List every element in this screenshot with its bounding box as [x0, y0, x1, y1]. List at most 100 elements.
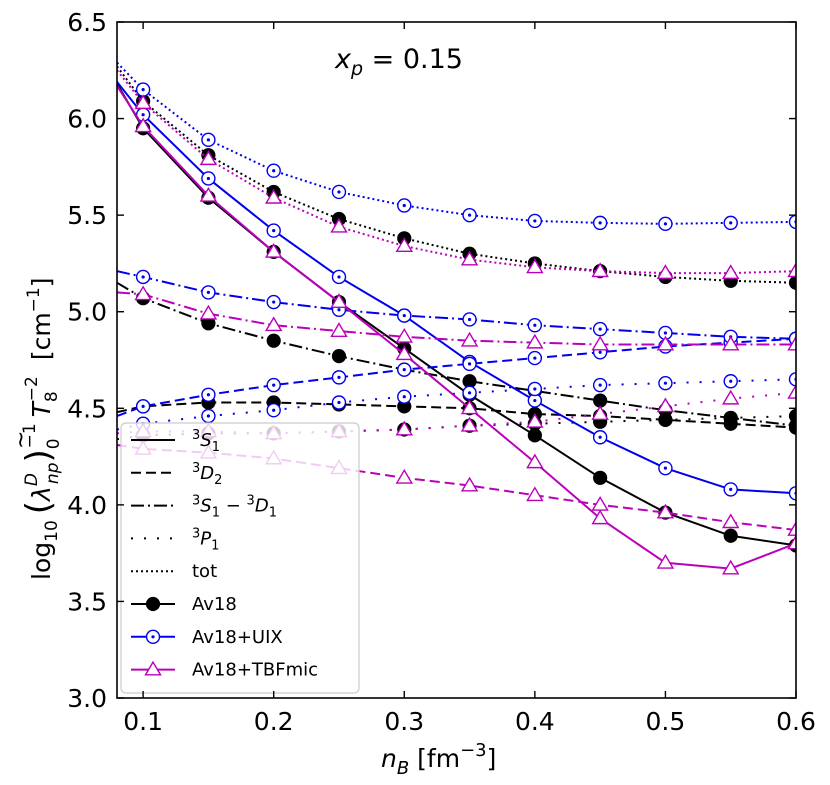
data-point [721, 335, 740, 351]
legend-label: 3S1 [192, 428, 220, 455]
data-point [721, 513, 740, 529]
x-tick-label: 0.1 [123, 707, 163, 736]
legend-label: 3S1 − 3D1 [192, 494, 277, 521]
legend: 3S1 3D2 3S1 − 3D1 3P1 tot Av18 Av18+UIX Av18+TB… [120, 422, 360, 694]
data-point [199, 304, 218, 320]
data-point [591, 495, 609, 511]
data-point [526, 453, 544, 469]
data-point [330, 322, 348, 337]
data-point [264, 316, 283, 332]
legend-box [120, 422, 360, 694]
data-point [787, 534, 796, 550]
data-point [266, 403, 281, 418]
data-point [658, 412, 673, 427]
data-point [201, 132, 216, 148]
series-line [117, 61, 796, 225]
data-point [397, 308, 412, 323]
data-point [656, 264, 675, 280]
annotation: xp = 0.15 [334, 44, 463, 80]
legend-marker [145, 629, 161, 644]
data-point [266, 163, 281, 178]
data-point [330, 217, 348, 233]
data-point [199, 186, 218, 202]
x-tick-label: 0.6 [776, 707, 816, 736]
series-line [117, 391, 796, 435]
x-tick-label: 0.4 [515, 707, 555, 736]
data-point [460, 476, 479, 492]
data-point [723, 215, 738, 231]
data-point [462, 356, 477, 372]
series-line [117, 291, 796, 346]
data-point [460, 250, 479, 266]
y-tick-label: 6.5 [67, 8, 107, 37]
legend-label: 3D2 [192, 461, 222, 488]
axes: 0.1 0.2 0.3 0.4 0.5 0.6 3.0 3.5 4.0 4.5 5.0 5.5 6.0 6… [67, 8, 816, 736]
series-line [117, 85, 796, 570]
y-axis-label-tilde: ~ [9, 431, 34, 449]
data-point [658, 460, 673, 476]
data-point [591, 405, 609, 421]
data-point [266, 377, 281, 393]
data-point [264, 242, 283, 258]
data-point [658, 375, 673, 391]
series-line [117, 281, 796, 427]
data-point [395, 468, 413, 484]
data-point [592, 215, 608, 231]
data-point [395, 237, 413, 252]
data-point [134, 117, 152, 133]
data-point [395, 327, 413, 343]
data-point [526, 333, 544, 349]
data-point [723, 482, 738, 497]
data-point [331, 395, 347, 410]
data-point [460, 331, 479, 347]
data-point [134, 285, 152, 301]
data-point [787, 383, 796, 399]
series-line [117, 415, 796, 441]
data-point [593, 470, 608, 485]
data-point [591, 335, 609, 351]
data-point [135, 399, 151, 414]
y-tick-label: 6.0 [67, 105, 107, 134]
data-point [723, 528, 738, 543]
data-point [330, 293, 348, 309]
y-tick-label: 4.5 [67, 394, 107, 423]
data-point [721, 264, 740, 280]
data-point [201, 387, 216, 402]
data-point [787, 521, 796, 536]
data-point [721, 559, 740, 575]
data-point [462, 312, 477, 327]
data-point [201, 408, 216, 424]
data-point [264, 188, 283, 204]
data-point [134, 94, 152, 110]
data-point [266, 223, 281, 238]
data-point [266, 333, 281, 348]
data-point [397, 389, 412, 404]
data-point [201, 285, 216, 300]
data-point [460, 399, 479, 415]
data-point [787, 262, 796, 278]
data-point [656, 397, 675, 413]
svg-text:log10(λDnp)0−1T8−2[cm−1]: log10(λDnp)0−1T8−2[cm−1] [19, 277, 64, 580]
data-point [658, 216, 673, 232]
data-point [788, 275, 796, 290]
y-tick-label: 5.0 [67, 298, 107, 327]
data-point [592, 430, 608, 445]
x-tick-label: 0.5 [646, 707, 686, 736]
data-point [460, 416, 479, 432]
data-point [526, 412, 544, 428]
legend-label: Av18 [192, 594, 237, 615]
data-point [395, 345, 413, 361]
data-point [723, 410, 738, 426]
data-point [331, 349, 347, 364]
data-point [462, 207, 477, 223]
data-point [526, 258, 544, 274]
data-point [527, 393, 543, 408]
data-point [592, 377, 608, 393]
y-tick-label: 3.5 [67, 587, 107, 616]
series-line [117, 337, 796, 417]
data-point [526, 486, 544, 502]
y-tick-label: 3.0 [67, 684, 107, 713]
data-point [135, 269, 151, 285]
series-line [117, 270, 796, 340]
